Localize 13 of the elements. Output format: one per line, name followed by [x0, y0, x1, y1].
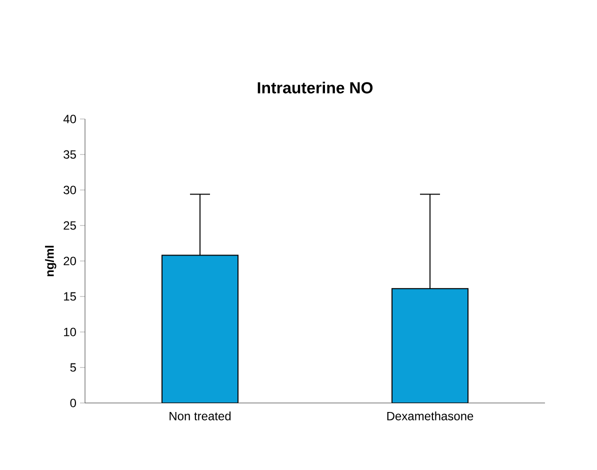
- y-tick-label: 0: [70, 398, 76, 408]
- y-tick-label: 10: [64, 328, 76, 336]
- y-tick-label: 25: [64, 221, 76, 230]
- chart-title: Intrauterine NO: [258, 82, 373, 94]
- y-tick-label: 20: [64, 256, 76, 266]
- y-axis-title: ng/ml: [45, 246, 56, 276]
- y-tick-label: 30: [64, 186, 76, 194]
- x-tick-label: Non treated: [170, 412, 231, 420]
- x-tick-label: Dexamethasone: [387, 412, 474, 420]
- y-tick-label: 40: [63, 114, 76, 124]
- y-tick-label: 35: [64, 150, 76, 159]
- y-tick-label: 5: [70, 363, 76, 372]
- y-tick-label: 15: [64, 292, 76, 301]
